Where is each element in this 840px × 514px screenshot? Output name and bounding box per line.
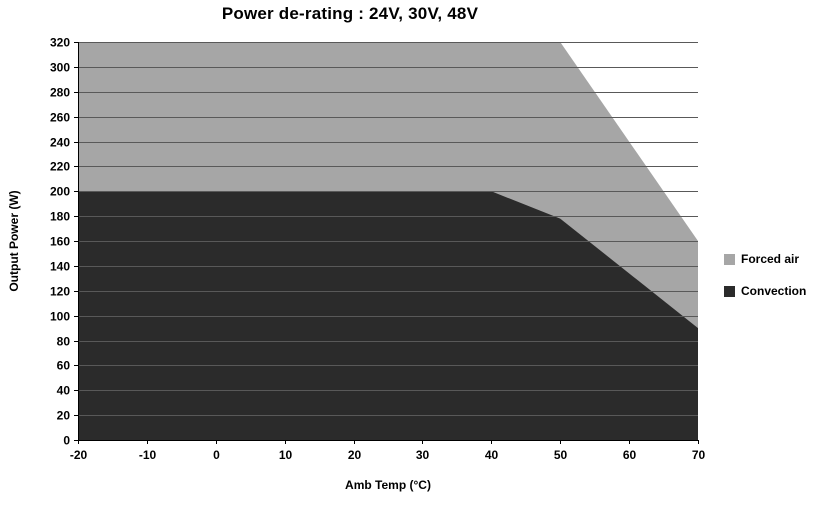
x-tick-label: 10 — [279, 448, 293, 462]
y-tick-label: 60 — [57, 359, 71, 373]
x-tick-label: 60 — [623, 448, 637, 462]
x-tick-label: -20 — [70, 448, 88, 462]
y-tick-label: 200 — [50, 185, 70, 199]
y-tick-label: 140 — [50, 260, 70, 274]
y-tick-label: 100 — [50, 310, 70, 324]
y-tick-label: 280 — [50, 86, 70, 100]
y-tick-label: 0 — [63, 434, 70, 448]
y-tick-label: 160 — [50, 235, 70, 249]
legend-label-forced-air: Forced air — [741, 252, 800, 266]
y-tick-label: 240 — [50, 136, 70, 150]
legend: Forced air Convection — [724, 252, 806, 298]
x-tick-label: 70 — [692, 448, 706, 462]
area-convection — [78, 191, 698, 440]
gridlines — [78, 42, 698, 416]
x-tick-label: 20 — [348, 448, 362, 462]
y-tick-label: 80 — [57, 335, 71, 349]
forced-air-swatch — [724, 253, 735, 265]
x-tick-label: 50 — [554, 448, 568, 462]
y-tick-label: 180 — [50, 210, 70, 224]
x-tick-label: 40 — [485, 448, 499, 462]
x-tick-label: 30 — [416, 448, 430, 462]
y-tick-label: 320 — [50, 36, 70, 50]
x-tick-label: 0 — [213, 448, 220, 462]
y-tick-label: 20 — [57, 409, 71, 423]
legend-item-convection: Convection — [724, 284, 806, 298]
y-tick-label: 220 — [50, 160, 70, 174]
x-axis-title: Amb Temp (°C) — [345, 478, 431, 492]
chart-title: Power de-rating : 24V, 30V, 48V — [221, 4, 479, 23]
legend-item-forced-air: Forced air — [724, 252, 806, 266]
convection-swatch — [724, 285, 735, 297]
y-tick-label: 120 — [50, 285, 70, 299]
y-tick-label: 300 — [50, 61, 70, 75]
y-tick-label: 260 — [50, 111, 70, 125]
axes — [78, 42, 698, 441]
x-tick-label: -10 — [139, 448, 157, 462]
y-tick-label: 40 — [57, 384, 71, 398]
legend-label-convection: Convection — [741, 284, 807, 298]
